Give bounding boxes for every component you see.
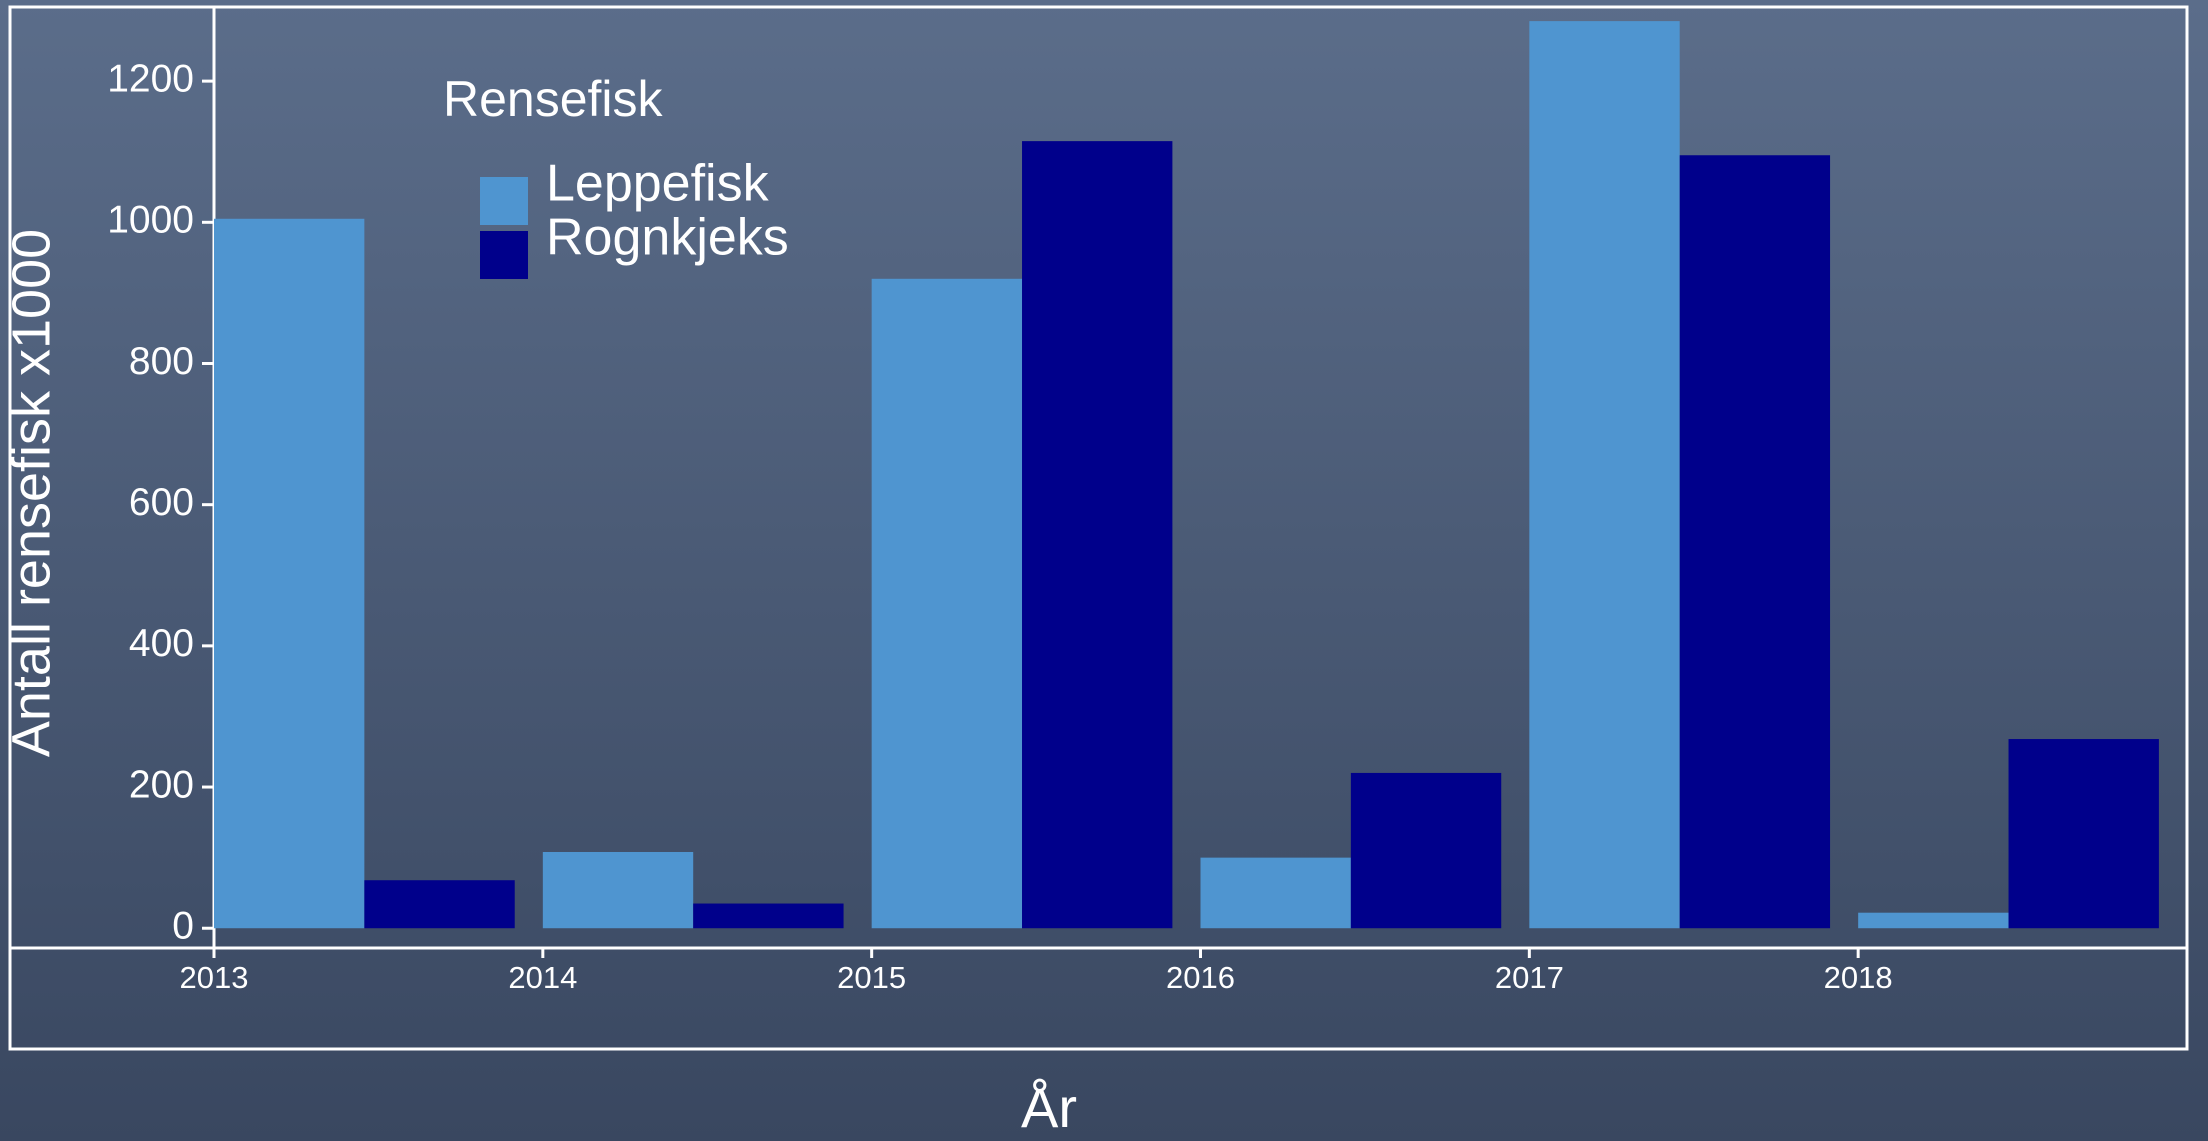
y-axis-label: Antall rensefisk x1000 — [1, 229, 61, 757]
x-tick-label: 2014 — [508, 960, 577, 995]
x-tick-label: 2018 — [1824, 960, 1893, 995]
legend-swatch — [480, 177, 528, 225]
bar — [214, 218, 365, 929]
x-tick-label: 2013 — [180, 960, 249, 995]
y-tick-label: 800 — [129, 340, 194, 383]
bar — [693, 903, 844, 929]
x-tick-label: 2016 — [1166, 960, 1235, 995]
legend-swatch — [480, 231, 528, 279]
bar — [1529, 21, 1680, 929]
bar — [1200, 857, 1351, 929]
y-tick-label: 400 — [129, 622, 194, 665]
y-tick-label: 1000 — [107, 199, 194, 242]
y-tick-label: 600 — [129, 481, 194, 524]
bar — [1858, 912, 2009, 929]
y-tick-label: 0 — [172, 905, 194, 948]
bar — [1350, 772, 1502, 929]
bar — [2008, 739, 2159, 929]
frame — [8, 5, 2189, 1051]
bar — [871, 278, 1023, 929]
bar — [542, 851, 694, 929]
x-tick-label: 2015 — [837, 960, 906, 995]
legend-title: Rensefisk — [443, 71, 664, 127]
legend-label: Rognkjeks — [546, 209, 789, 267]
y-tick-label: 1200 — [107, 57, 194, 100]
bar — [364, 880, 515, 929]
x-tick-label: 2017 — [1495, 960, 1564, 995]
bar — [1022, 141, 1173, 929]
legend-label: Leppefisk — [546, 155, 770, 213]
bar — [1679, 155, 1831, 929]
x-axis-label: År — [1021, 1076, 1077, 1139]
y-tick-label: 200 — [129, 763, 194, 806]
